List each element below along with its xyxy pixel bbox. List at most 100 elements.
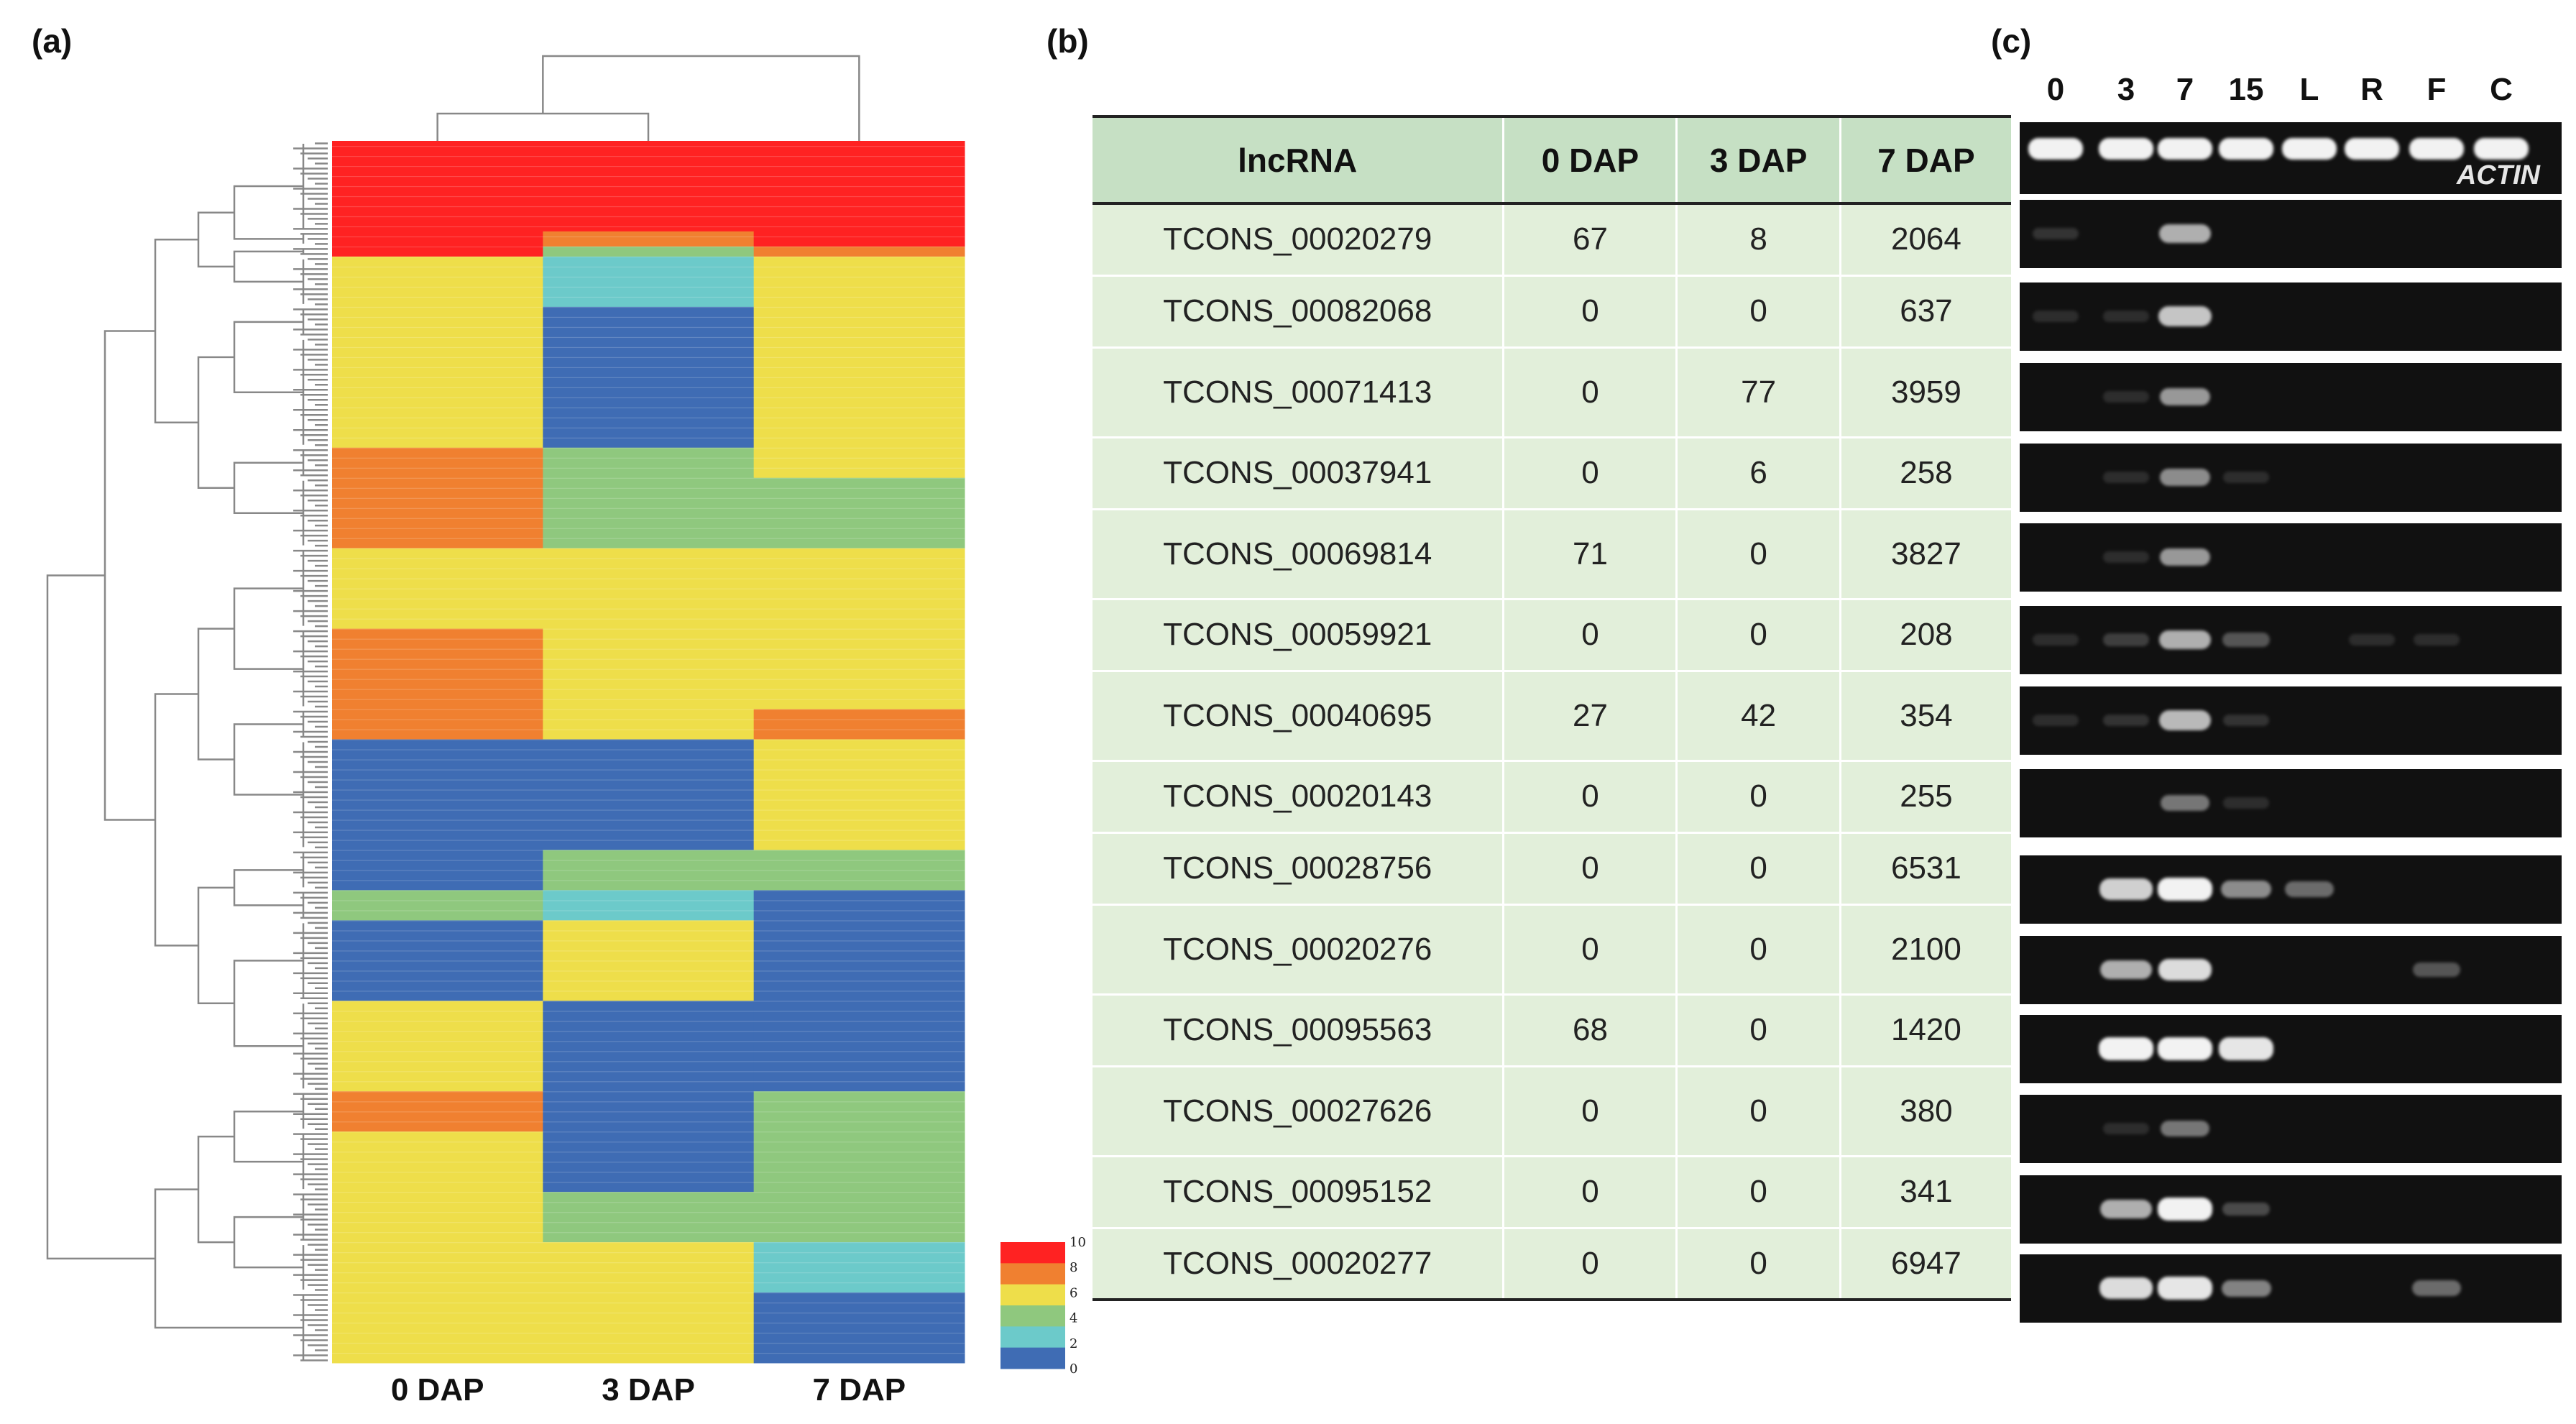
lncrna-id-cell: TCONS_00020276 (1092, 903, 1504, 994)
expression-value-cell: 341 (1839, 1154, 2011, 1228)
heatmap-column-label: 0 DAP (391, 1372, 484, 1407)
gel-lane-label: 0 (2046, 72, 2065, 107)
heatmap-row-line (332, 538, 965, 539)
heatmap-panel: 0 DAP 3 DAP 7 DAP 10 8 6 4 2 0 (0, 0, 1121, 1424)
lncrna-id-cell: TCONS_00027626 (1092, 1065, 1504, 1156)
heatmap-cell (753, 256, 965, 308)
heatmap-row-line (332, 1272, 965, 1274)
gel-band (2159, 387, 2211, 406)
lncrna-id-cell: TCONS_00059921 (1092, 597, 1504, 671)
heatmap-cell (543, 920, 755, 1001)
heatmap-cell (332, 890, 543, 921)
heatmap-row-line (332, 1242, 965, 1244)
heatmap-row-line (332, 1212, 965, 1213)
heatmap-cell (543, 477, 755, 549)
row-dendrogram-branch (233, 869, 263, 906)
expression-value-cell: 0 (1675, 1065, 1841, 1156)
table-row: TCONS_00095152 0 0 341 (1092, 1154, 2011, 1228)
gel-band (2282, 138, 2337, 160)
row-dendrogram-branch (233, 250, 263, 283)
expression-value-cell: 0 (1502, 346, 1677, 437)
heatmap-row-line (332, 950, 965, 952)
heatmap-row-line (332, 669, 965, 670)
gel-band (2099, 1037, 2153, 1060)
heatmap-row-line (332, 1282, 965, 1284)
lncrna-id-cell: TCONS_00082068 (1092, 274, 1504, 347)
row-dendrogram-branch (154, 1188, 198, 1329)
gel-actin-strip: ACTIN (2020, 122, 2562, 194)
table-row: TCONS_00059921 0 0 208 (1092, 597, 2011, 671)
row-dendrogram-branch (233, 1110, 263, 1163)
gel-band (2033, 634, 2079, 646)
gel-band (2158, 1037, 2212, 1060)
heatmap-row-line (332, 1071, 965, 1072)
expression-value-cell: 0 (1502, 436, 1677, 509)
heatmap-row-line (332, 1111, 965, 1113)
gel-strip (2020, 606, 2562, 674)
heatmap-cell (543, 256, 755, 308)
heatmap-cell (753, 477, 965, 549)
heatmap-cell (543, 1192, 755, 1243)
row-dendrogram-branch (46, 574, 105, 1260)
heatmap-cell (332, 1091, 543, 1132)
gel-strip (2020, 1095, 2562, 1163)
heatmap-cell (332, 739, 543, 850)
heatmap-row-line (332, 316, 965, 318)
gel-band (2223, 472, 2269, 483)
heatmap-row-line (332, 528, 965, 529)
expression-value-cell: 3959 (1839, 346, 2011, 437)
heatmap-row-line (332, 165, 965, 167)
row-dendrogram-branch (197, 628, 234, 761)
heatmap-figure: 0 DAP 3 DAP 7 DAP 10 8 6 4 2 0 (46, 55, 1086, 1407)
header-0dap: 0 DAP (1502, 116, 1677, 203)
lncrna-id-cell: TCONS_00095152 (1092, 1154, 1504, 1228)
legend-color-swatch (1000, 1305, 1065, 1327)
legend-tick-label: 10 (1070, 1235, 1086, 1250)
expression-value-cell: 42 (1675, 669, 1841, 761)
expression-value-cell: 0 (1502, 274, 1677, 347)
lncrna-id-cell: TCONS_00020143 (1092, 759, 1504, 832)
lncrna-id-cell: TCONS_00020279 (1092, 202, 1504, 275)
gel-panel: 0 3 7 15 L R F C ACTIN (2012, 0, 2576, 1424)
table-row: TCONS_00020276 0 0 2100 (1092, 903, 2011, 994)
lncrna-id-cell: TCONS_00020277 (1092, 1226, 1504, 1300)
gel-band (2103, 1123, 2149, 1134)
lncrna-id-cell: TCONS_00069814 (1092, 507, 1504, 599)
row-dendrogram-branch (233, 723, 263, 796)
gel-band (2099, 878, 2153, 900)
expression-value-cell: 0 (1502, 1226, 1677, 1300)
expression-value-cell: 3827 (1839, 507, 2011, 599)
gel-strip (2020, 1175, 2562, 1244)
heatmap-row-line (332, 457, 965, 459)
actin-label: ACTIN (2456, 160, 2540, 190)
expression-table: lncRNA 0 DAP 3 DAP 7 DAP TCONS_00020279 6… (1092, 115, 2011, 1301)
heatmap-cell (753, 1001, 965, 1092)
gel-band (2222, 633, 2271, 647)
table-row: TCONS_00020143 0 0 255 (1092, 759, 2011, 832)
heatmap-row-line (332, 769, 965, 771)
heatmap-row-line (332, 357, 965, 359)
expression-value-cell: 0 (1675, 903, 1841, 994)
table-body: TCONS_00020279 67 8 2064 TCONS_00082068 0 0 637… (1092, 202, 2011, 1300)
heatmap-row-line (332, 779, 965, 781)
heatmap-cell (753, 141, 965, 232)
expression-value-cell: 354 (1839, 669, 2011, 761)
heatmap-row-line (332, 870, 965, 871)
heatmap-cell (332, 141, 543, 232)
gel-band (2032, 227, 2079, 240)
heatmap-row-line (332, 618, 965, 620)
heatmap-row-line (332, 880, 965, 881)
gel-band (2414, 634, 2460, 646)
gel-strip (2020, 200, 2562, 268)
heatmap-cell (543, 709, 755, 740)
heatmap-row-line (332, 1031, 965, 1032)
legend-color-swatch (1000, 1284, 1065, 1306)
heatmap-cell (332, 447, 543, 479)
gel-strip (2020, 282, 2562, 351)
heatmap-row-line (332, 216, 965, 218)
expression-value-cell: 77 (1675, 346, 1841, 437)
gel-lane-label: 3 (2117, 72, 2135, 107)
expression-value-cell: 6 (1675, 436, 1841, 509)
heatmap-row-line (332, 648, 965, 650)
row-dendrogram-branch (104, 330, 155, 821)
